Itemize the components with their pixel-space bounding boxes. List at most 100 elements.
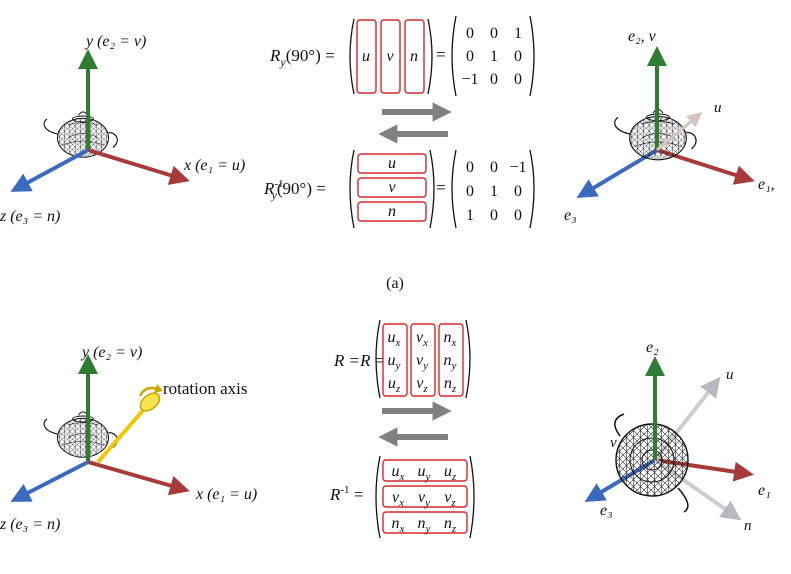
column-box-v: [380, 19, 401, 94]
inverse-matrix-a: R-1 y(90°) = u v n = 0 0 −10 1 01 0 0: [263, 149, 535, 229]
matrix-entry: 1: [490, 48, 498, 65]
matrix-entry: 0: [490, 207, 498, 224]
matrix-values: ux vx nx uy vy ny uz vz nz: [388, 329, 457, 395]
u-axis: [656, 112, 703, 152]
matrix-entry: ux: [388, 329, 401, 349]
matrix-entry: ny: [418, 515, 431, 535]
matrix-entry: vx: [416, 329, 428, 349]
bracket-left: [375, 319, 381, 399]
panel-a: y (e₂ = v) x (e₁ = u) z (e₃ = n) Ry(90°)…: [0, 15, 775, 292]
equals-sign: =: [436, 45, 446, 64]
matrix-entry: uz: [388, 375, 401, 395]
bracket-right: [429, 149, 435, 229]
matrix-entry: nx: [392, 515, 405, 535]
bracket-left: [349, 18, 355, 95]
matrix-entry: 0: [466, 159, 474, 176]
column-box-u: [356, 19, 377, 94]
bracket-left: [349, 149, 355, 229]
rotation-matrix-a: Ry(90°) = u v n = 0 0 10 1 0−1 0 0: [269, 15, 535, 97]
bracket-right: [427, 18, 433, 95]
caption-a: (a): [386, 275, 404, 292]
matrix-entry: 0: [490, 159, 498, 176]
matrix-entry: vy: [416, 352, 428, 372]
matrix-entry: 0: [514, 71, 522, 88]
column-v: v: [386, 48, 394, 65]
matrix-entry: nz: [444, 515, 457, 535]
column-box-n: [438, 323, 464, 397]
bracket-right: [529, 149, 535, 229]
inverse-matrix-b: R-1 = ux uy uz vx vy vz nx ny nz: [329, 455, 475, 539]
rotation-matrix-b: R =R = ux vx nx uy vy ny uz vz nz: [333, 319, 471, 399]
teapot-icon: [43, 111, 118, 158]
matrix-entry: 0: [514, 183, 522, 200]
v-label: v: [610, 435, 617, 451]
matrix-entry: 0: [514, 207, 522, 224]
row-box-n: [357, 201, 427, 222]
matrix-entry: vz: [416, 375, 428, 395]
bracket-left: [451, 149, 457, 229]
matrix-entry: nz: [444, 375, 457, 395]
bracket-right: [465, 319, 471, 399]
x-axis: [87, 460, 190, 496]
row-n: n: [388, 203, 396, 220]
column-box-u: [382, 323, 408, 397]
panel-b-right-axes: e₂ u v e₁ e₃ n: [584, 339, 771, 534]
matrix-entry: 0: [490, 25, 498, 42]
row-box-v: [357, 177, 427, 198]
bracket-left: [451, 15, 457, 97]
row-box-u: [357, 153, 427, 174]
matrix-entry: 1: [490, 183, 498, 200]
z-axis-label: z (e₃ = n): [0, 208, 60, 225]
matrix-entry: 1: [514, 25, 522, 42]
panel-a-left-axes: y (e₂ = v) x (e₁ = u) z (e₃ = n): [0, 33, 245, 225]
equals-sign: =: [436, 178, 446, 197]
rotation-axis-label: rotation axis: [163, 379, 248, 398]
bracket-right: [469, 455, 475, 539]
matrix-values: 0 0 10 1 0−1 0 0: [461, 25, 522, 88]
matrix-values: ux uy uz vx vy vz nx ny nz: [392, 463, 457, 535]
row-box-u: [382, 459, 468, 482]
row-box-n: [382, 511, 468, 534]
column-n: n: [410, 48, 418, 65]
matrix-entry: 1: [466, 207, 474, 224]
rotation-axis-icon: [138, 384, 163, 412]
e1-label: e₁,: [758, 176, 775, 193]
matrix-entry: uy: [418, 463, 431, 483]
y-axis-label: y (e₂ = v): [84, 33, 146, 50]
matrix-values: 0 0 −10 1 01 0 0: [466, 159, 527, 224]
e1-label: e₁: [758, 482, 771, 499]
column-box-v: [410, 323, 436, 397]
inverse-label: R-1 =: [329, 484, 363, 504]
teapot-top-view-icon: [614, 413, 689, 513]
e2-label: e₂: [646, 339, 659, 356]
e3-label: e₃: [564, 207, 577, 224]
matrix-entry: vz: [444, 489, 456, 509]
matrix-entry: nx: [444, 329, 457, 349]
x-axis-label: x (e₁ = u): [195, 486, 257, 503]
rotation-label: R =R =: [333, 351, 384, 370]
e3-label: e₃: [600, 502, 613, 519]
matrix-entry: ux: [392, 463, 405, 483]
u-label: u: [714, 100, 722, 116]
row-v: v: [388, 179, 396, 196]
e2-v-label: e₂, v: [628, 28, 657, 45]
rotation-label: Ry(90°) =: [269, 46, 335, 69]
column-box-n: [404, 19, 425, 94]
z-axis-label: z (e₃ = n): [0, 516, 60, 533]
u-label: u: [726, 367, 734, 383]
matrix-entry: uz: [444, 463, 457, 483]
n-label: n: [744, 518, 752, 534]
matrix-entry: 0: [490, 71, 498, 88]
panel-b: y (e₂ = v) x (e₁ = u) z (e₃ = n) rotatio…: [0, 319, 771, 539]
matrix-entry: 0: [514, 48, 522, 65]
x-axis-label: x (e₁ = u): [183, 157, 245, 174]
matrix-entry: ny: [444, 352, 457, 372]
matrix-entry: uy: [388, 352, 401, 372]
z-axis: [10, 148, 89, 192]
matrix-entry: −1: [509, 159, 526, 176]
row-u: u: [388, 155, 396, 172]
panel-b-left-axes: y (e₂ = v) x (e₁ = u) z (e₃ = n) rotatio…: [0, 344, 257, 533]
bracket-right: [529, 15, 535, 97]
x-axis: [87, 148, 190, 185]
